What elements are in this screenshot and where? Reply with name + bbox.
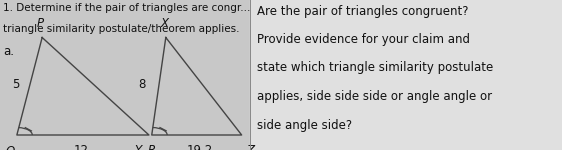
Text: Provide evidence for your claim and: Provide evidence for your claim and (257, 33, 470, 46)
Text: triangle similarity postulate/theorem applies.: triangle similarity postulate/theorem ap… (3, 24, 239, 34)
Text: state which triangle similarity postulate: state which triangle similarity postulat… (257, 61, 493, 75)
Text: 19.2: 19.2 (187, 144, 213, 150)
Text: a.: a. (3, 45, 14, 58)
Text: applies, side side side or angle angle or: applies, side side side or angle angle o… (257, 90, 492, 103)
Text: P: P (37, 17, 44, 30)
Text: 8: 8 (138, 78, 146, 90)
Text: side angle side?: side angle side? (257, 118, 352, 132)
Text: Q: Q (6, 144, 15, 150)
Text: Z: Z (246, 144, 254, 150)
Text: Y: Y (134, 144, 142, 150)
Text: Are the pair of triangles congruent?: Are the pair of triangles congruent? (257, 4, 468, 18)
Text: 5: 5 (12, 78, 20, 90)
Text: 1. Determine if the pair of triangles are congr...: 1. Determine if the pair of triangles ar… (3, 3, 250, 13)
Bar (250, 0, 562, 150)
Text: 12: 12 (74, 144, 89, 150)
Text: X: X (161, 17, 169, 30)
Text: R: R (148, 144, 156, 150)
